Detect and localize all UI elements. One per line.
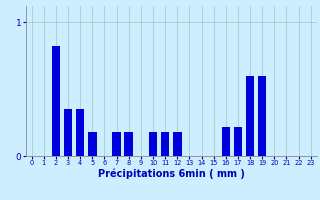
- Bar: [76, 109, 84, 156]
- Bar: [234, 127, 242, 156]
- Bar: [221, 127, 230, 156]
- Bar: [124, 132, 133, 156]
- Bar: [258, 76, 267, 156]
- X-axis label: Précipitations 6min ( mm ): Précipitations 6min ( mm ): [98, 169, 244, 179]
- Bar: [112, 132, 121, 156]
- Bar: [52, 46, 60, 156]
- Bar: [173, 132, 181, 156]
- Bar: [161, 132, 169, 156]
- Bar: [88, 132, 97, 156]
- Bar: [246, 76, 254, 156]
- Bar: [64, 109, 72, 156]
- Bar: [149, 132, 157, 156]
